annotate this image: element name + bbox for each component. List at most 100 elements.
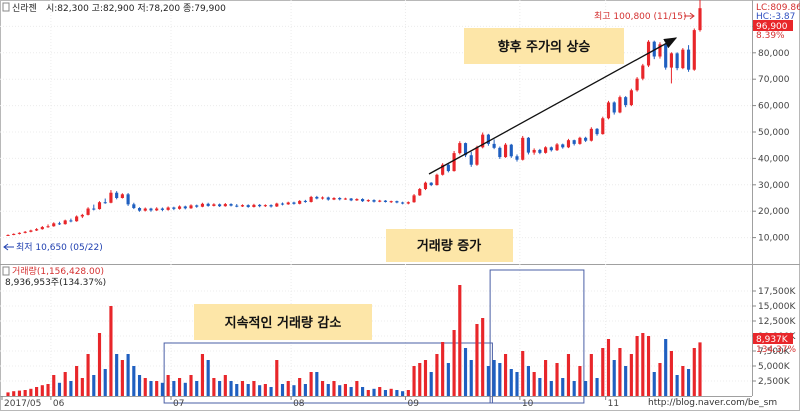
time-tick-label: 09 xyxy=(407,399,419,409)
volume-bar xyxy=(629,354,633,396)
volume-bar xyxy=(137,375,142,396)
volume-bar xyxy=(383,390,388,396)
candle-body xyxy=(698,8,702,31)
price-tick-label: 10,000 xyxy=(758,234,790,244)
candle-body xyxy=(458,143,462,154)
volume-bar xyxy=(177,378,182,396)
volume-bar xyxy=(418,363,422,396)
candle-body xyxy=(566,140,571,148)
price-tick-label: 30,000 xyxy=(758,181,790,191)
candle-body xyxy=(669,53,673,68)
volume-bar xyxy=(86,354,90,396)
candle-body xyxy=(544,147,548,153)
volume-increase-callout-bg xyxy=(386,229,513,262)
volume-bar xyxy=(263,384,267,396)
header-marker xyxy=(2,2,10,12)
candle-body xyxy=(441,164,445,175)
volume-bar xyxy=(258,385,262,396)
volume-bar xyxy=(515,372,519,396)
candle-body xyxy=(149,208,153,211)
volume-tick-label: 12,500K xyxy=(758,317,796,327)
candle-body xyxy=(155,208,159,211)
candle-body xyxy=(463,143,468,156)
volume-tick-label: 5,000K xyxy=(758,362,791,372)
candle-body xyxy=(46,226,50,228)
volume-bar xyxy=(338,385,342,396)
volume-bar xyxy=(223,375,227,396)
candle-body xyxy=(406,202,410,204)
candle-body xyxy=(481,134,485,148)
candle-body xyxy=(595,128,599,135)
volume-bar xyxy=(435,354,439,396)
volume-bar xyxy=(17,390,22,396)
volume-bar xyxy=(584,381,588,396)
candle-body xyxy=(189,205,193,209)
time-tick-label: 2017/05 xyxy=(4,399,41,409)
volume-bar xyxy=(486,366,490,396)
volume-bar xyxy=(441,342,445,396)
candle-body xyxy=(435,174,439,186)
candle-body xyxy=(561,144,565,148)
candle-body xyxy=(686,49,691,70)
volume-bar xyxy=(378,387,382,396)
candle-body xyxy=(423,182,428,190)
volume-bar xyxy=(429,372,433,396)
volume-bar xyxy=(143,378,147,396)
volume-bar xyxy=(280,384,285,396)
candle-body xyxy=(389,201,393,203)
volume-bar xyxy=(601,348,605,396)
candle-body xyxy=(57,223,62,225)
candle-body xyxy=(418,189,422,196)
volume-bar xyxy=(320,381,325,396)
volume-tick-label: 17,500K xyxy=(758,287,796,297)
candle-body xyxy=(492,143,496,148)
volume-header: 거래량(1,156,428.00) 8,936,953주(134.37%) xyxy=(2,265,106,288)
volume-bar xyxy=(566,354,571,396)
watermark: http://blog.naver.com/be_sm xyxy=(648,398,777,408)
candle-body xyxy=(280,203,285,205)
volume-bar xyxy=(52,375,56,396)
volume-bar xyxy=(675,375,679,396)
volume-decrease-box xyxy=(163,342,493,404)
volume-bar xyxy=(395,390,399,396)
candle-body xyxy=(366,200,370,202)
candle-body xyxy=(200,203,205,207)
candle-body xyxy=(469,155,473,165)
volume-bar xyxy=(452,330,456,396)
candle-body xyxy=(624,97,628,106)
volume-bar xyxy=(166,375,170,396)
volume-bar xyxy=(183,382,187,396)
volume-bar xyxy=(572,381,576,396)
candle-body xyxy=(126,194,130,205)
candle-body xyxy=(166,207,170,210)
time-tick-label: 07 xyxy=(173,399,184,409)
candle-body xyxy=(63,220,67,225)
volume-bar xyxy=(132,366,136,396)
volume-bar xyxy=(475,324,479,396)
candle-body xyxy=(343,198,347,200)
candle-body xyxy=(549,147,553,151)
volume-bar xyxy=(115,354,119,396)
candle-body xyxy=(298,200,302,204)
candle-body xyxy=(258,204,262,207)
volume-badge-value: 8,937K xyxy=(756,335,789,345)
candle-body xyxy=(29,230,33,232)
candle-body xyxy=(538,149,542,153)
volume-bar xyxy=(538,378,542,396)
candle-body xyxy=(263,205,267,207)
hc-indicator: HC:-3.87 xyxy=(756,12,795,22)
volume-bar xyxy=(526,366,531,396)
candle-body xyxy=(349,198,353,201)
volume-bar xyxy=(332,381,336,396)
trend-callout-text: 향후 주가의 상승 xyxy=(498,39,591,55)
candle-body xyxy=(526,137,531,153)
volume-bar xyxy=(252,381,256,396)
volume-bar xyxy=(218,381,222,396)
volume-bar xyxy=(544,360,548,396)
volume-bar xyxy=(57,382,62,396)
candle-body xyxy=(52,223,56,227)
trend-arrow xyxy=(428,37,678,175)
volume-bar xyxy=(195,381,199,396)
volume-bar xyxy=(286,381,290,396)
